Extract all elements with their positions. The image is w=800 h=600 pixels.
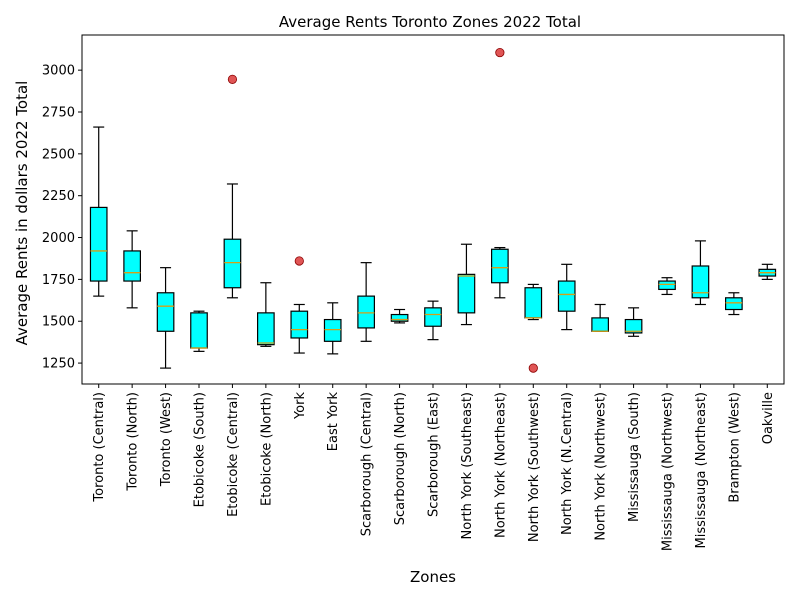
box-iqr bbox=[557, 280, 576, 312]
x-tick-label: Toronto (Central) bbox=[92, 392, 107, 503]
outlier-point bbox=[528, 363, 538, 373]
box-1 bbox=[89, 126, 108, 297]
box-iqr bbox=[457, 273, 476, 314]
x-tick-label: East York bbox=[326, 392, 341, 452]
plot-area: 1250 1500 1750 2000 2250 2500 2750 3000 Toronto … bbox=[42, 34, 785, 551]
x-tick-label: Brampton (West) bbox=[727, 392, 742, 503]
box-iqr bbox=[223, 238, 242, 289]
box-iqr bbox=[357, 295, 375, 329]
box-iqr bbox=[89, 206, 108, 282]
x-tick-label: Etobicoke (South) bbox=[193, 392, 208, 507]
box-iqr bbox=[123, 250, 141, 282]
x-tick-label: North York (Northwest) bbox=[594, 392, 609, 541]
box-3 bbox=[156, 267, 175, 369]
y-tick-label: 2000 bbox=[42, 231, 75, 246]
box-19 bbox=[691, 240, 710, 306]
box-14 bbox=[524, 283, 543, 373]
x-tick-label: North York (Southwest) bbox=[527, 392, 542, 542]
x-tick-label: North York (N.Central) bbox=[560, 392, 575, 535]
x-tick-label: North York (Northeast) bbox=[493, 392, 508, 538]
chart-title: Average Rents Toronto Zones 2022 Total bbox=[279, 13, 581, 31]
box-11 bbox=[424, 300, 442, 341]
box-8 bbox=[323, 302, 342, 355]
box-20 bbox=[725, 292, 743, 316]
x-axis-label: Zones bbox=[410, 568, 456, 586]
box-iqr bbox=[257, 312, 275, 346]
box-4 bbox=[190, 310, 208, 352]
box-iqr bbox=[390, 313, 409, 322]
box-12 bbox=[457, 243, 476, 326]
box-9 bbox=[357, 262, 375, 342]
x-tick-label: Oakville bbox=[761, 392, 776, 444]
box-iqr bbox=[658, 280, 676, 291]
y-tick-label: 2250 bbox=[42, 189, 75, 204]
box-5 bbox=[223, 74, 242, 299]
y-tick-label: 2750 bbox=[42, 105, 75, 120]
box-16 bbox=[591, 303, 609, 332]
outlier-point bbox=[227, 74, 238, 84]
box-21 bbox=[758, 263, 777, 280]
box-18 bbox=[658, 277, 676, 296]
x-tick-label: Mississauga (Northwest) bbox=[661, 392, 676, 551]
box-iqr bbox=[691, 265, 710, 299]
box-iqr bbox=[156, 292, 175, 332]
y-tick-label: 2500 bbox=[42, 147, 75, 162]
outlier-point bbox=[294, 256, 304, 266]
x-tick-label: Mississauga (Northeast) bbox=[694, 392, 709, 548]
x-tick-label: Scarborough (Central) bbox=[360, 392, 375, 536]
x-tick-label: Toronto (West) bbox=[159, 392, 174, 487]
outlier-point bbox=[495, 47, 505, 58]
box-2 bbox=[123, 230, 141, 309]
box-iqr bbox=[424, 307, 442, 327]
box-13 bbox=[491, 47, 509, 299]
x-tick-label: York bbox=[293, 392, 308, 421]
y-tick-label: 1750 bbox=[42, 273, 75, 288]
box-iqr bbox=[624, 318, 643, 334]
box-iqr bbox=[190, 312, 208, 349]
x-tick-label: North York (Southeast) bbox=[460, 392, 475, 539]
x-tick-label: Mississauga (South) bbox=[627, 392, 642, 522]
box-iqr bbox=[491, 248, 509, 284]
box-17 bbox=[624, 307, 643, 337]
box-iqr bbox=[591, 317, 609, 332]
x-tick-label: Scarborough (East) bbox=[427, 392, 442, 517]
x-tick-label: Etobicoke (North) bbox=[259, 392, 274, 506]
box-iqr bbox=[725, 297, 743, 311]
box-15 bbox=[557, 263, 576, 331]
x-tick-label: Toronto (North) bbox=[126, 392, 141, 492]
x-tick-label: Scarborough (North) bbox=[393, 392, 408, 525]
box-7 bbox=[290, 256, 309, 354]
y-axis-label: Average Rents in dollars 2022 Total bbox=[13, 81, 31, 346]
box-iqr bbox=[524, 287, 543, 319]
y-tick-label: 1500 bbox=[42, 315, 75, 330]
x-tick-label: Etobicoke (Central) bbox=[226, 392, 241, 517]
box-6 bbox=[257, 282, 275, 347]
y-tick-label: 3000 bbox=[42, 64, 75, 79]
box-10 bbox=[390, 308, 409, 324]
box-iqr bbox=[290, 310, 309, 339]
y-tick-label: 1250 bbox=[42, 357, 75, 372]
box-iqr bbox=[323, 318, 342, 342]
